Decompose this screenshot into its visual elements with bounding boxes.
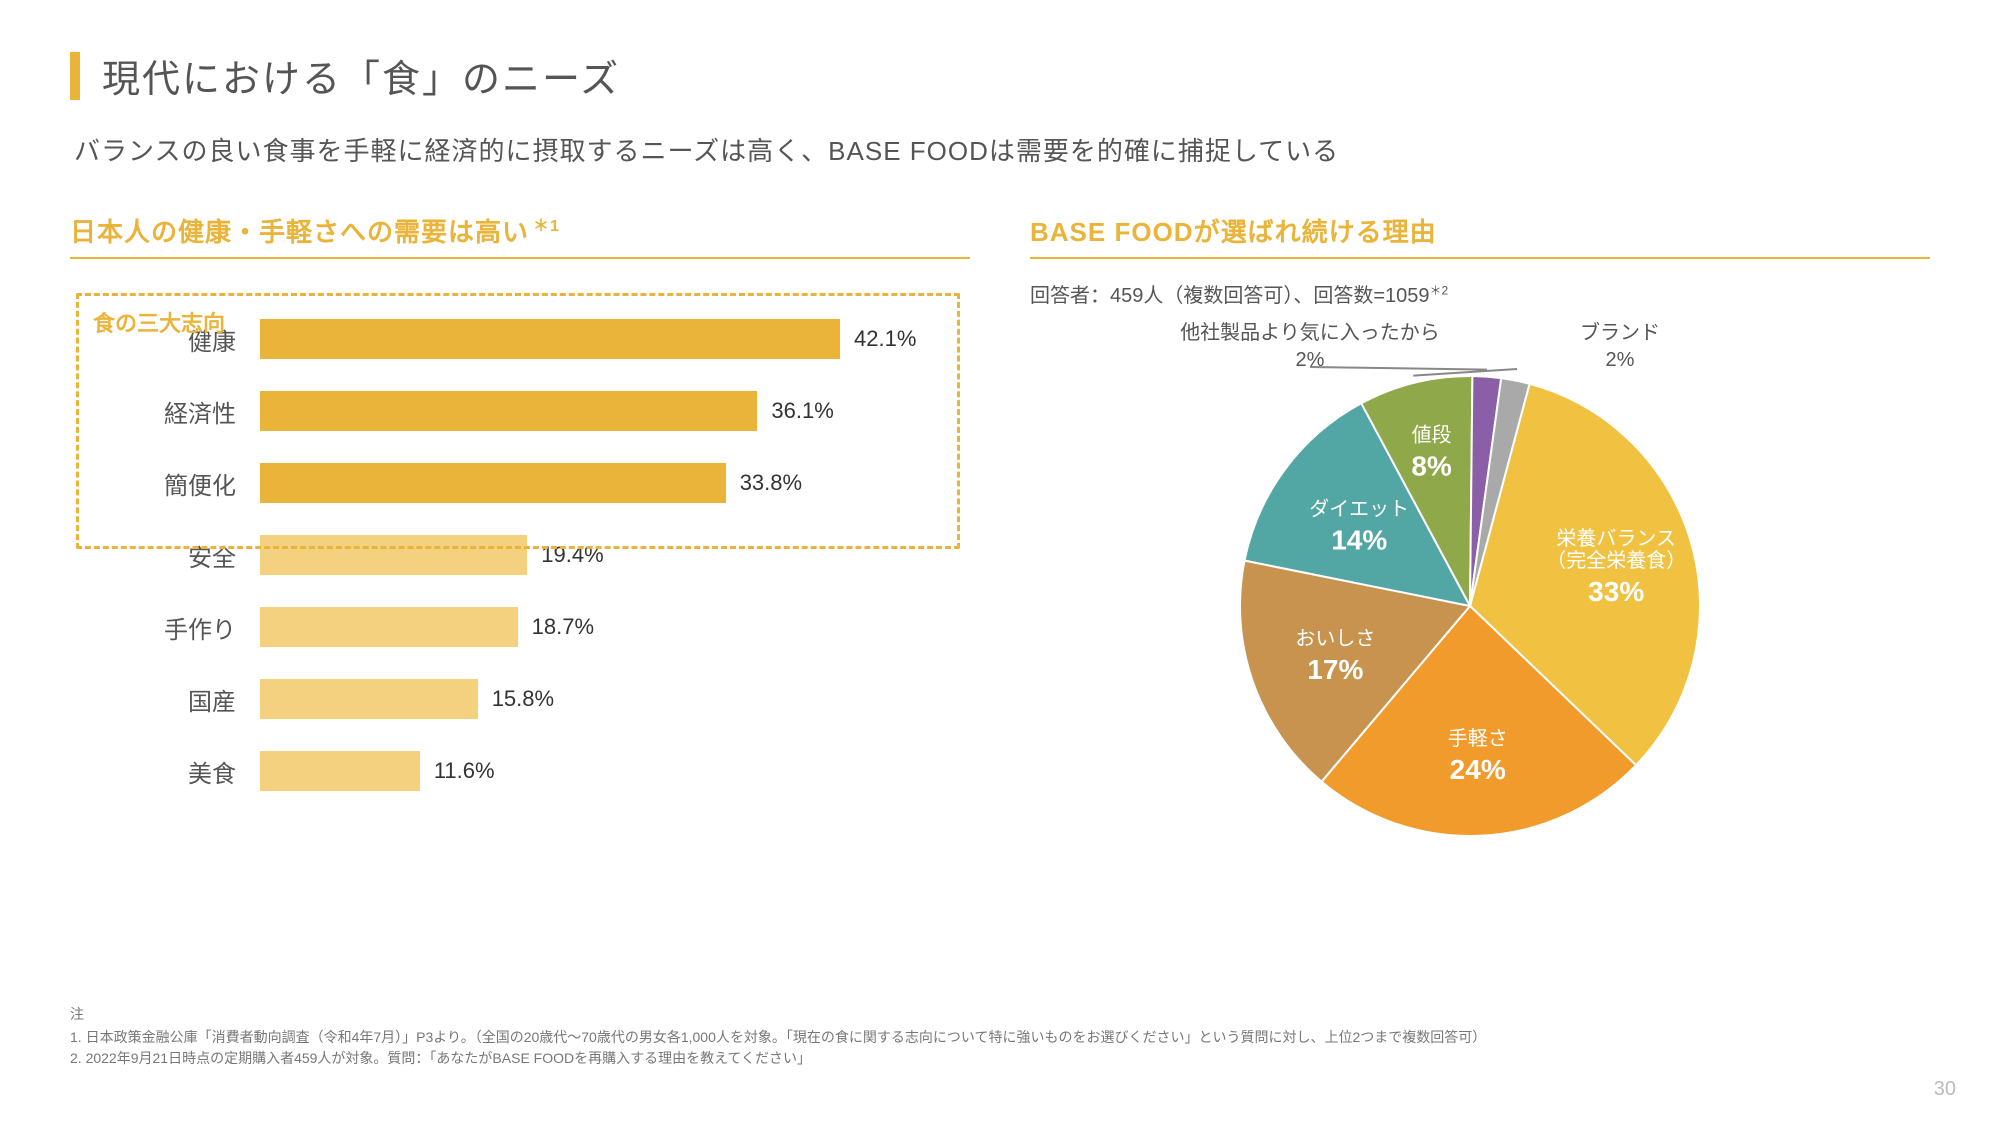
bar-row: 簡便化 33.8% [90, 447, 970, 519]
pie-caption-sup: ＊2 [1430, 283, 1449, 297]
bar-row: 国産 15.8% [90, 663, 970, 735]
bar-chart: 食の三大志向 健康42.1%経済性36.1%簡便化33.8%安全19.4%手作り… [70, 303, 970, 807]
pie-slice-pct: 17% [1307, 654, 1363, 685]
bar-row: 手作り 18.7% [90, 591, 970, 663]
page-number: 30 [1934, 1078, 1956, 1101]
bar-value: 18.7% [532, 614, 594, 640]
bar-row: 美食 11.6% [90, 735, 970, 807]
pie-slice-label: 手軽さ [1448, 727, 1508, 750]
pie-slice-pct: 8% [1411, 451, 1452, 482]
columns: 日本人の健康・手軽さへの需要は高い＊1 食の三大志向 健康42.1%経済性36.… [70, 212, 1930, 856]
title-accent-bar [70, 52, 80, 100]
bar-label: 簡便化 [90, 466, 260, 501]
subtitle: バランスの良い食事を手軽に経済的に摂取するニーズは高く、BASE FOODは需要… [74, 131, 1930, 168]
left-section-title: 日本人の健康・手軽さへの需要は高い＊1 [70, 212, 970, 249]
bar-value: 15.8% [492, 686, 554, 712]
slide: 現代における「食」のニーズ バランスの良い食事を手軽に経済的に摂取するニーズは高… [0, 0, 2000, 1125]
pie-slice-pct: 33% [1588, 576, 1644, 607]
left-column: 日本人の健康・手軽さへの需要は高い＊1 食の三大志向 健康42.1%経済性36.… [70, 212, 970, 856]
page-title: 現代における「食」のニーズ [102, 48, 620, 103]
bar-value: 33.8% [740, 470, 802, 496]
bar-label: 安全 [90, 538, 260, 573]
pie-area: 栄養バランス（完全栄養食） 33% 手軽さ 24% おいしさ 17% ダイエット 14% 値段 8… [1030, 316, 1930, 856]
bar-track: 18.7% [260, 607, 970, 647]
bar-fill [260, 751, 420, 791]
right-column: BASE FOODが選ばれ続ける理由 回答者：459人（複数回答可）、回答数=1… [1030, 212, 1930, 856]
pie-caption-text: 回答者：459人（複数回答可）、回答数=1059 [1030, 285, 1430, 307]
right-underline [1030, 257, 1930, 259]
bar-fill [260, 391, 757, 431]
footnote-line: 2. 2022年9月21日時点の定期購入者459人が対象。質問：「あなたがBAS… [70, 1048, 1486, 1069]
bar-track: 36.1% [260, 391, 970, 431]
bar-fill [260, 535, 527, 575]
pie-slice-label: 値段 [1412, 424, 1452, 447]
bar-label: 国産 [90, 682, 260, 717]
bar-row: 安全 19.4% [90, 519, 970, 591]
title-row: 現代における「食」のニーズ [70, 48, 1930, 103]
bar-row: 経済性 36.1% [90, 375, 970, 447]
pie-slice-pct: 14% [1331, 525, 1387, 556]
bar-track: 19.4% [260, 535, 970, 575]
pie-slice-pct: 24% [1450, 754, 1506, 785]
bar-track: 11.6% [260, 751, 970, 791]
pie-svg: 栄養バランス（完全栄養食） 33% 手軽さ 24% おいしさ 17% ダイエット 14% 値段 8… [1070, 306, 1890, 866]
bar-label: 美食 [90, 754, 260, 789]
left-underline [70, 257, 970, 259]
pie-slice-label: おいしさ [1295, 628, 1375, 650]
bar-track: 33.8% [260, 463, 970, 503]
left-section-title-sup: ＊1 [533, 218, 560, 235]
bar-label: 経済性 [90, 394, 260, 429]
footnote-header: 注 [70, 1004, 1486, 1025]
pie-slice-label: ダイエット [1309, 498, 1409, 521]
left-section-title-text: 日本人の健康・手軽さへの需要は高い [70, 217, 529, 247]
right-section-title: BASE FOODが選ばれ続ける理由 [1030, 212, 1930, 249]
footnote-line: 1. 日本政策金融公庫「消費者動向調査（令和4年7月）」P3より。（全国の20歳… [70, 1027, 1486, 1048]
pie-slice-label: （完全栄養食） [1546, 549, 1686, 572]
bar-fill [260, 463, 726, 503]
pie-slice-label: 栄養バランス [1556, 527, 1676, 550]
bar-value: 19.4% [541, 542, 603, 568]
bar-label: 手作り [90, 610, 260, 645]
footnotes: 注 1. 日本政策金融公庫「消費者動向調査（令和4年7月）」P3より。（全国の2… [70, 1004, 1486, 1069]
bar-value: 36.1% [771, 398, 833, 424]
right-section-title-text: BASE FOODが選ばれ続ける理由 [1030, 217, 1437, 247]
pie-callout: ブランド2% [1490, 320, 1750, 374]
bar-track: 15.8% [260, 679, 970, 719]
bars-wrap: 健康42.1%経済性36.1%簡便化33.8%安全19.4%手作り18.7%国産… [90, 303, 970, 807]
bar-fill [260, 607, 518, 647]
bar-fill [260, 679, 478, 719]
pie-caption: 回答者：459人（複数回答可）、回答数=1059＊2 [1030, 279, 1930, 308]
highlight-title: 食の三大志向 [93, 306, 943, 338]
bar-value: 11.6% [434, 758, 495, 784]
